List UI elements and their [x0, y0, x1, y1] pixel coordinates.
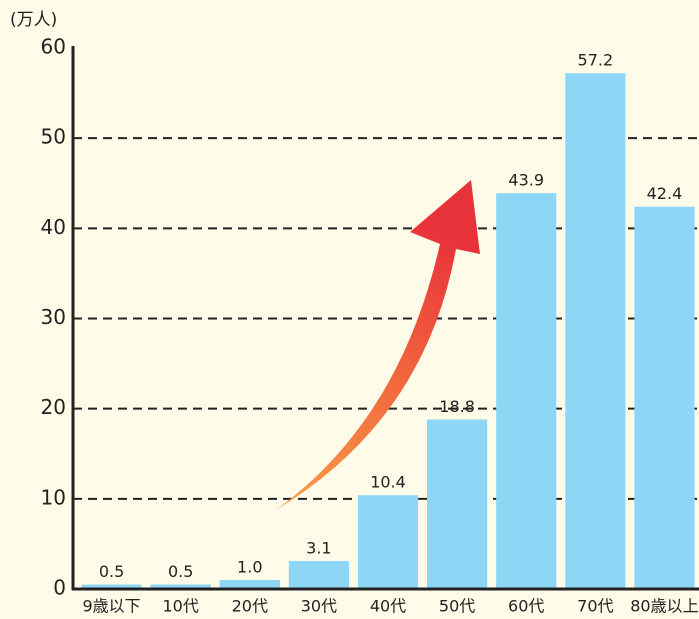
bar [289, 561, 349, 589]
x-tick-label: 20代 [232, 597, 268, 616]
data-label: 43.9 [508, 171, 544, 190]
y-axis-label: (万人) [10, 10, 57, 30]
bar [634, 207, 694, 589]
bar [358, 495, 418, 589]
data-label: 0.5 [99, 562, 124, 581]
data-label: 57.2 [578, 51, 614, 70]
y-tick-label: 40 [41, 215, 66, 239]
y-tick-label: 30 [41, 305, 66, 329]
x-tick-label: 50代 [439, 597, 475, 616]
y-tick-label: 50 [41, 125, 66, 149]
x-tick-label: 70代 [577, 597, 613, 616]
x-tick-label: 10代 [162, 597, 198, 616]
x-tick-label: 80歳以上 [630, 597, 698, 616]
x-tick-label: 40代 [370, 597, 406, 616]
bar [496, 193, 556, 589]
x-tick-label: 30代 [301, 597, 337, 616]
bar [565, 73, 625, 589]
data-label: 10.4 [370, 473, 406, 492]
bar [427, 419, 487, 589]
y-tick-label: 10 [41, 485, 66, 509]
y-tick-label: 60 [41, 35, 66, 59]
y-tick-label: 0 [53, 576, 66, 600]
x-tick-label: 9歳以下 [82, 597, 140, 616]
data-label: 0.5 [168, 562, 193, 581]
x-tick-label: 60代 [508, 597, 544, 616]
data-label: 3.1 [306, 539, 331, 558]
y-tick-label: 20 [41, 395, 66, 419]
data-label: 18.8 [439, 397, 475, 416]
data-label: 42.4 [647, 184, 683, 203]
chart: (万人) 0 10 20 30 40 50 60 0.5 9歳以下 0.5 10代 1.0 20代 3.1… [0, 0, 699, 619]
data-label: 1.0 [237, 557, 262, 576]
